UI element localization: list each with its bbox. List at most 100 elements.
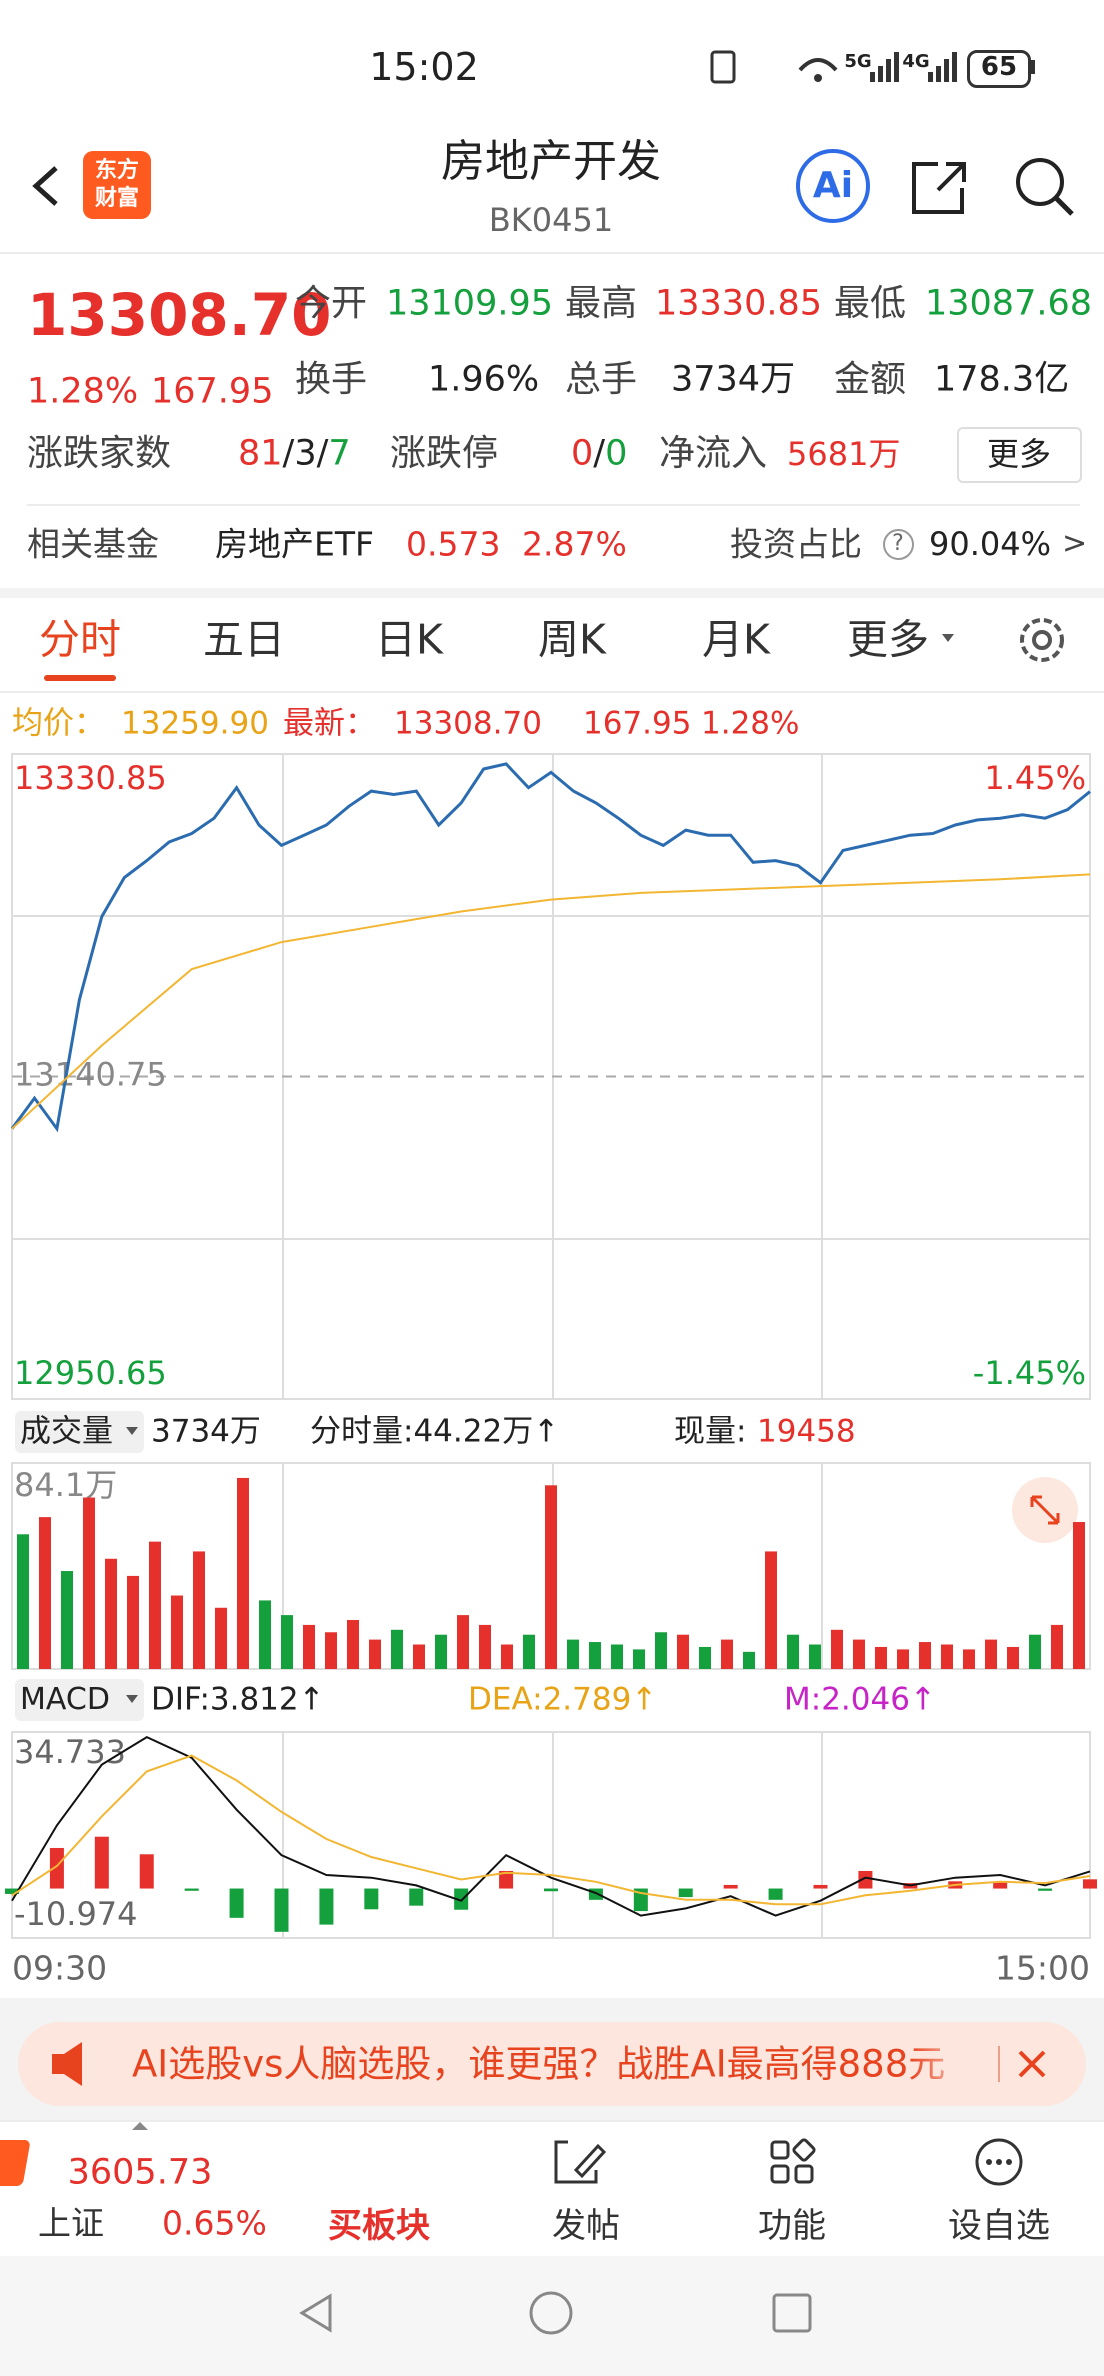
stat-label: 最高 bbox=[565, 283, 638, 324]
volume-bar bbox=[941, 1644, 953, 1669]
limits: 0/0 bbox=[571, 433, 627, 474]
tab[interactable]: 周K bbox=[538, 615, 606, 664]
volume-bar bbox=[655, 1632, 667, 1669]
dif-line bbox=[11, 1735, 1091, 1917]
macd-bar bbox=[319, 1888, 334, 1925]
tab[interactable]: 五日 bbox=[203, 615, 285, 664]
nav-item[interactable]: 买板块 bbox=[328, 2206, 430, 2246]
back-button[interactable] bbox=[32, 166, 58, 206]
sys-back[interactable] bbox=[299, 2293, 332, 2333]
tab-underline bbox=[44, 675, 116, 681]
ai-button[interactable]: Ai bbox=[812, 165, 854, 206]
ad-text[interactable]: AI选股vs人脑选股，谁更强？战胜AI最高得888元 bbox=[132, 2045, 946, 2083]
rise-count: 81 bbox=[238, 433, 283, 474]
macd-bar bbox=[1038, 1888, 1053, 1891]
macd-bar bbox=[184, 1888, 199, 1891]
network-label: 5G bbox=[844, 51, 872, 72]
volume-bar bbox=[325, 1632, 337, 1669]
macd-bar bbox=[274, 1888, 289, 1932]
volume-bar bbox=[1029, 1634, 1041, 1669]
tab[interactable]: 月K bbox=[702, 615, 770, 664]
macd-bar bbox=[94, 1836, 109, 1889]
nav-item[interactable]: 发帖 bbox=[552, 2206, 620, 2246]
macd-bar bbox=[768, 1888, 783, 1900]
index-indicator bbox=[132, 2122, 148, 2130]
tab[interactable]: 分时 bbox=[39, 615, 121, 664]
fund-price: 0.573 bbox=[406, 524, 501, 564]
battery-level: 65 bbox=[980, 52, 1018, 82]
dea-value: DEA:2.789↑ bbox=[468, 1681, 658, 1718]
help-mark[interactable]: ? bbox=[892, 531, 904, 556]
indicator-selector[interactable] bbox=[15, 1411, 144, 1453]
volume-total: 3734万 bbox=[151, 1413, 261, 1450]
nav-item[interactable]: 功能 bbox=[758, 2206, 826, 2246]
minute-volume: 分时量:44.22万↑ bbox=[310, 1413, 560, 1450]
macd-bar bbox=[229, 1888, 244, 1918]
stat-value: 3734万 bbox=[671, 359, 796, 400]
volume-bar bbox=[853, 1639, 865, 1669]
nav-item[interactable]: 设自选 bbox=[948, 2206, 1050, 2246]
sys-recent[interactable] bbox=[772, 2293, 812, 2333]
limit-up: 0 bbox=[571, 433, 594, 474]
nav-icon-post[interactable] bbox=[554, 2140, 598, 2184]
change-pct: 1.28% bbox=[27, 371, 139, 412]
current-volume-label: 现量: bbox=[674, 1413, 747, 1450]
status-time: 15:02 bbox=[369, 45, 479, 89]
index-value[interactable]: 3605.73 bbox=[67, 2152, 213, 2193]
selector-label[interactable]: 成交量 bbox=[20, 1413, 113, 1450]
stat-label: 今开 bbox=[295, 283, 368, 324]
logo-text: 财富 bbox=[94, 186, 140, 211]
y-tick-label: 84.1万 bbox=[14, 1466, 117, 1504]
stat-value: 13087.68 bbox=[925, 283, 1093, 324]
ad-banner[interactable] bbox=[18, 2022, 1086, 2106]
volume-bar bbox=[875, 1646, 887, 1669]
volume-bar bbox=[545, 1485, 557, 1669]
index-change[interactable]: 0.65% bbox=[162, 2203, 267, 2243]
bottom-nav bbox=[0, 2120, 1104, 2258]
logo-text: 东方 bbox=[94, 158, 140, 183]
selector-label[interactable]: MACD bbox=[20, 1682, 110, 1717]
stat-value: 178.3亿 bbox=[934, 359, 1070, 400]
volume-bar bbox=[347, 1620, 359, 1669]
share-button[interactable] bbox=[912, 162, 966, 214]
volume-bar bbox=[237, 1477, 249, 1669]
nav-icon-watchlist[interactable] bbox=[975, 2138, 1023, 2186]
tab[interactable]: 更多 bbox=[847, 615, 929, 664]
volume-bar bbox=[677, 1634, 689, 1669]
fund-name[interactable]: 房地产ETF bbox=[215, 524, 374, 564]
settings-core bbox=[1032, 630, 1052, 650]
change: 167.95 bbox=[151, 371, 274, 412]
tab[interactable]: 日K bbox=[375, 615, 443, 664]
nav-icon-pen bbox=[573, 2143, 607, 2179]
nav-icon-functions[interactable] bbox=[770, 2138, 816, 2184]
ai-ring[interactable] bbox=[796, 149, 870, 223]
volume-bar bbox=[83, 1497, 95, 1669]
ad-close[interactable] bbox=[1018, 2050, 1046, 2078]
y-tick-label: 34.733 bbox=[14, 1733, 126, 1771]
share-value: 90.04% bbox=[929, 525, 1052, 563]
index-name[interactable]: 上证 bbox=[38, 2203, 104, 2243]
search-button[interactable] bbox=[1016, 158, 1064, 206]
help-icon[interactable] bbox=[883, 529, 914, 560]
volume-bar bbox=[611, 1644, 623, 1669]
volume-bar bbox=[1051, 1624, 1063, 1669]
indicator-selector[interactable] bbox=[15, 1679, 144, 1721]
sys-home[interactable] bbox=[529, 2291, 573, 2335]
volume-bar bbox=[589, 1642, 601, 1669]
share-arrow[interactable]: > bbox=[1062, 526, 1088, 561]
stat-value: 1.96% bbox=[428, 359, 540, 400]
caret bbox=[126, 1695, 138, 1703]
more-button-box[interactable] bbox=[957, 427, 1082, 483]
volume-bar bbox=[391, 1629, 403, 1669]
more-button[interactable]: 更多 bbox=[986, 435, 1052, 473]
nav-icon-board[interactable] bbox=[0, 2140, 31, 2186]
separator: / bbox=[316, 433, 329, 474]
volume-bar bbox=[721, 1639, 733, 1669]
ad-megaphone bbox=[52, 2042, 82, 2086]
page-title: 房地产开发 bbox=[441, 136, 661, 187]
settings-button[interactable] bbox=[1020, 618, 1064, 662]
current-volume: 19458 bbox=[757, 1413, 856, 1450]
volume-bar bbox=[149, 1541, 161, 1669]
stat-label: 最低 bbox=[834, 283, 907, 324]
